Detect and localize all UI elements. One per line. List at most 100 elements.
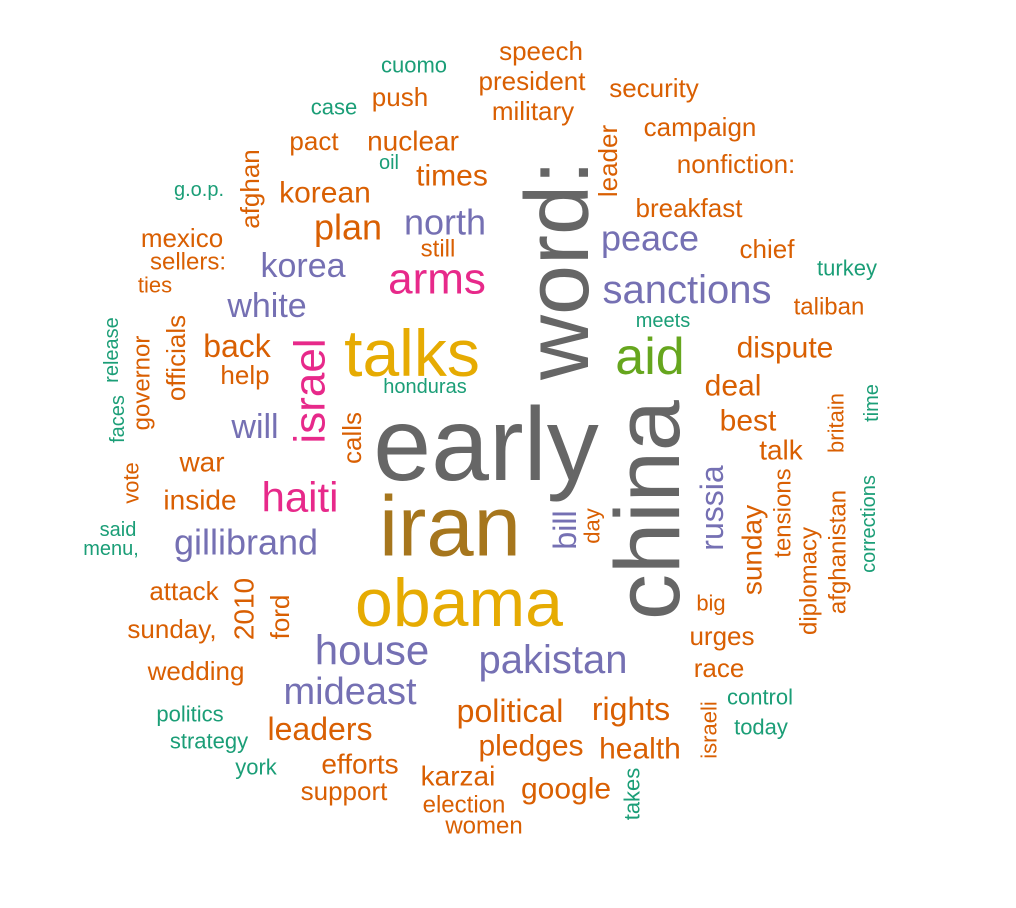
word-arms: arms	[388, 255, 486, 304]
word-israeli: israeli	[697, 701, 722, 758]
word-ford: ford	[265, 595, 295, 640]
word-afghan: afghan	[235, 149, 265, 229]
word-2010: 2010	[229, 578, 260, 640]
word-pledges: pledges	[478, 730, 583, 763]
word-politics: politics	[156, 702, 223, 727]
word-menu: menu,	[83, 538, 139, 560]
word-takes: takes	[620, 768, 645, 821]
word-corrections: corrections	[858, 475, 880, 573]
word-efforts: efforts	[321, 749, 398, 780]
word-said: said	[100, 519, 137, 541]
word-aid: aid	[615, 328, 684, 386]
word-still: still	[421, 236, 456, 263]
word-governor: governor	[129, 336, 156, 431]
word-faces: faces	[107, 395, 129, 443]
word-korea: korea	[260, 247, 345, 285]
word-north: north	[404, 202, 486, 243]
word-election: election	[423, 792, 506, 819]
word-chief: chief	[740, 234, 796, 264]
word-tensions: tensions	[770, 468, 797, 557]
word-vote: vote	[119, 462, 144, 504]
word-help: help	[220, 360, 269, 390]
word-peace: peace	[601, 218, 699, 259]
word-afghanistan: afghanistan	[825, 490, 852, 614]
word-haiti: haiti	[261, 474, 338, 521]
word-race: race	[694, 653, 745, 683]
word-president: president	[479, 66, 587, 96]
word-times: times	[416, 160, 488, 193]
word-rights: rights	[592, 691, 670, 727]
word-meets: meets	[636, 310, 690, 332]
word-campaign: campaign	[644, 112, 757, 142]
word-political: political	[457, 693, 564, 729]
word-officials: officials	[161, 315, 191, 401]
word-cuomo: cuomo	[381, 53, 447, 78]
word-britain: britain	[824, 393, 849, 453]
word-security: security	[609, 73, 699, 103]
word-leader: leader	[593, 125, 623, 198]
word-diplomacy: diplomacy	[796, 527, 823, 635]
word-inside: inside	[163, 485, 236, 516]
word-nuclear: nuclear	[367, 126, 459, 157]
word-war: war	[178, 447, 224, 478]
word-honduras: honduras	[383, 376, 466, 398]
word-military: military	[492, 96, 574, 126]
word-health: health	[599, 733, 681, 766]
word-white: white	[226, 287, 306, 325]
word-nonfiction: nonfiction:	[677, 149, 796, 179]
word-plan: plan	[314, 207, 382, 248]
word-wedding: wedding	[147, 656, 245, 686]
word-time: time	[861, 384, 883, 422]
word-sunday: sunday	[737, 505, 768, 595]
word-back: back	[203, 328, 272, 364]
word-breakfast: breakfast	[636, 193, 744, 223]
word-karzai: karzai	[421, 761, 496, 792]
word-oil: oil	[379, 152, 399, 174]
word-mideast: mideast	[283, 671, 416, 713]
word-korean: korean	[279, 177, 371, 210]
word-strategy: strategy	[170, 729, 248, 754]
word-gillibrand: gillibrand	[174, 522, 318, 563]
word-leaders: leaders	[268, 711, 373, 747]
word-bill: bill	[547, 510, 583, 549]
word-mexico: mexico	[141, 223, 223, 253]
word-day: day	[580, 508, 605, 543]
word-house: house	[315, 627, 429, 674]
word-sellers: sellers:	[150, 249, 226, 276]
word-support: support	[301, 776, 388, 806]
word-today: today	[734, 715, 788, 740]
word-obama: obama	[355, 565, 563, 641]
word-women: women	[444, 813, 522, 840]
word-ties: ties	[138, 273, 172, 298]
word-taliban: taliban	[794, 294, 865, 321]
word-sanctions: sanctions	[603, 268, 772, 312]
word-talk: talk	[759, 435, 804, 466]
word-word: word:	[508, 160, 608, 381]
word-control: control	[727, 685, 793, 710]
word-google: google	[521, 773, 611, 806]
word-israel: israel	[286, 338, 335, 443]
word-release: release	[101, 317, 123, 383]
word-deal: deal	[705, 370, 762, 403]
word-sunday: sunday,	[127, 614, 216, 644]
word-will: will	[230, 408, 278, 446]
word-calls: calls	[337, 412, 367, 464]
word-push: push	[372, 82, 428, 112]
word-turkey: turkey	[817, 256, 877, 281]
word-speech: speech	[499, 36, 583, 66]
word-case: case	[311, 95, 357, 120]
word-iran: iran	[379, 480, 521, 575]
word-china: china	[597, 399, 699, 620]
word-russia: russia	[694, 465, 730, 551]
word-early: early	[373, 387, 598, 503]
word-york: york	[235, 755, 278, 780]
word-best: best	[720, 405, 777, 438]
word-pakistan: pakistan	[479, 638, 628, 682]
word-big: big	[696, 591, 725, 616]
word-g-o-p: g.o.p.	[174, 179, 224, 201]
word-talks: talks	[344, 316, 480, 390]
word-dispute: dispute	[737, 332, 834, 365]
word-pact: pact	[289, 126, 339, 156]
word-attack: attack	[149, 576, 219, 606]
